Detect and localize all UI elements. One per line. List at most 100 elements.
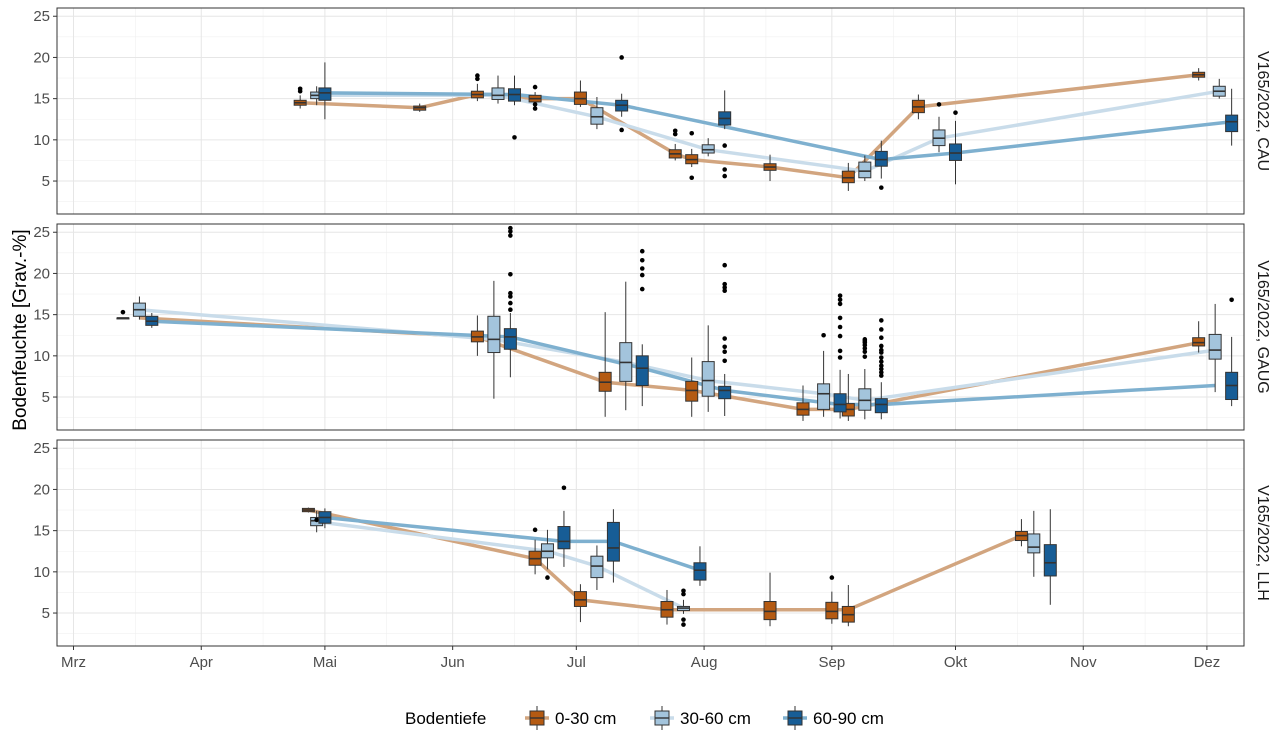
outlier [475, 76, 480, 82]
boxplot [301, 507, 315, 513]
outlier [953, 110, 958, 115]
outlier [722, 262, 727, 268]
outlier [508, 307, 513, 312]
outlier [722, 281, 727, 287]
box [557, 526, 571, 550]
outlier [879, 318, 884, 323]
boxplot [470, 73, 484, 102]
trend-line-60-90cm [324, 91, 1232, 162]
outlier [879, 343, 884, 349]
facet-panels: 5 10 15 20 25 V165/2022, CAU 5 10 15 20 25 V165/202… [33, 7, 1271, 647]
outlier [879, 335, 884, 341]
outlier [837, 333, 843, 339]
outlier [722, 173, 727, 179]
outlier [508, 271, 513, 277]
box [874, 398, 888, 414]
boxplot [874, 318, 888, 420]
boxplot [948, 110, 962, 185]
outlier [936, 102, 942, 107]
box [701, 144, 715, 154]
box [487, 315, 501, 354]
boxplot [491, 75, 505, 104]
outlier [879, 359, 884, 364]
boxplot [685, 357, 699, 417]
outlier [722, 344, 727, 350]
box [491, 87, 505, 100]
outlier [508, 229, 513, 234]
outlier [639, 257, 645, 263]
outlier [879, 347, 884, 353]
x-tick-label: Nov [1070, 654, 1097, 671]
boxplot [507, 75, 521, 140]
outlier [879, 185, 884, 190]
outlier [681, 622, 686, 627]
boxplot [528, 84, 542, 111]
legend-label: 60-90 cm [813, 709, 884, 728]
boxplot [763, 572, 777, 627]
outlier [639, 266, 645, 271]
box [841, 170, 855, 184]
y-tick-label: 20 [33, 481, 50, 498]
outlier [722, 336, 727, 341]
gridlines [57, 8, 1244, 214]
box [1027, 533, 1041, 554]
outlier [314, 517, 319, 523]
box [825, 601, 839, 620]
outlier [722, 285, 727, 290]
outlier [837, 297, 843, 303]
outlier [512, 135, 517, 140]
outlier [120, 309, 126, 315]
boxplot [503, 225, 517, 378]
panel-1: 5 10 15 20 25 V165/2022, GAUG [33, 223, 1271, 431]
outlier [837, 301, 843, 307]
outlier [681, 591, 686, 597]
outlier [879, 370, 884, 375]
boxplot [858, 155, 872, 182]
x-tick-label: Apr [190, 654, 213, 671]
boxplot [796, 385, 810, 421]
outlier [681, 617, 686, 622]
y-tick-label: 5 [42, 389, 50, 406]
y-tick-label: 25 [33, 8, 50, 25]
boxplot [685, 130, 699, 181]
y-tick-label: 10 [33, 564, 50, 581]
x-tick-label: Dez [1194, 654, 1221, 671]
outlier [722, 143, 727, 148]
legend-label: 0-30 cm [555, 709, 616, 728]
trend-lines [308, 508, 1023, 612]
boxplot [606, 509, 620, 583]
trend-line-0-30cm [300, 72, 1199, 180]
boxplot [293, 86, 307, 109]
box [817, 383, 831, 410]
boxplot [932, 102, 946, 153]
box [635, 355, 649, 387]
x-tick-label: Jun [441, 654, 465, 671]
boxplot [1192, 321, 1206, 353]
box [318, 87, 332, 101]
outlier [879, 363, 884, 369]
box [1208, 333, 1222, 360]
boxplot [763, 154, 777, 182]
y-tick-label: 25 [33, 440, 50, 457]
outlier [829, 575, 835, 580]
panel-0: 5 10 15 20 25 V165/2022, CAU [33, 7, 1271, 215]
boxplot [413, 103, 427, 112]
outlier [837, 324, 843, 330]
box [718, 385, 732, 400]
box [858, 388, 872, 411]
trend-lines [139, 307, 1216, 412]
boxplots [293, 55, 1239, 191]
outlier [532, 106, 538, 111]
outlier [532, 84, 538, 90]
boxplot [619, 281, 633, 411]
boxplot [701, 138, 715, 157]
boxplot [487, 280, 501, 399]
box [948, 143, 962, 161]
outlier [862, 338, 868, 344]
boxplot [701, 325, 715, 412]
box [590, 555, 604, 579]
y-tick-label: 5 [42, 605, 50, 622]
boxplot [470, 315, 484, 356]
boxplot [1225, 88, 1239, 146]
y-tick-label: 15 [33, 307, 50, 324]
